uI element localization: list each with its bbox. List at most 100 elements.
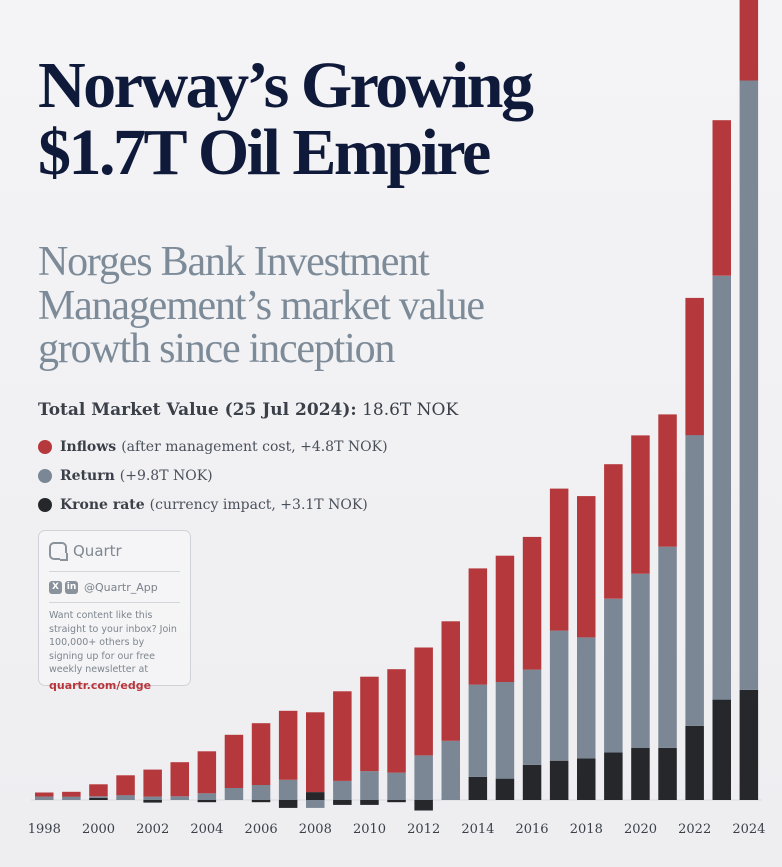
bar-return-2021	[658, 546, 677, 748]
bar-inflows-2014	[468, 568, 488, 685]
bar-krone-rate-2017	[549, 760, 569, 800]
legend-dot-inflows	[38, 439, 52, 454]
bar-return-2010	[360, 771, 379, 800]
subtitle-line-3: growth since inception	[38, 326, 395, 373]
bar-krone-rate-2014	[468, 776, 488, 800]
bar-krone-rate-2023	[712, 699, 731, 800]
x-tick-label: 2024	[732, 822, 765, 837]
x-tick-label: 2014	[461, 822, 494, 837]
x-tick-label: 1998	[28, 822, 61, 837]
page-title: Norway’s Growing $1.7T Oil Empire	[38, 52, 598, 187]
legend-detail: (+9.8T NOK)	[119, 467, 213, 484]
bar-return-2020	[631, 573, 650, 748]
bar-return-2023	[712, 275, 731, 700]
bar-krone-rate-2010	[360, 800, 379, 805]
bar-krone-rate-2015	[495, 778, 515, 800]
bar-inflows-2019	[604, 464, 623, 599]
brand-name: Quartr	[73, 542, 122, 560]
x-tick-label: 2000	[82, 822, 115, 837]
title-line-2: $1.7T Oil Empire	[38, 116, 491, 190]
bar-inflows-2012	[414, 647, 433, 756]
newsletter-promo-text: Want content like this straight to your …	[49, 610, 177, 675]
bar-inflows-2007	[278, 710, 298, 780]
bar-krone-rate-2000	[89, 797, 108, 800]
bar-return-2006	[251, 785, 271, 800]
legend-detail: (currency impact, +3.1T NOK)	[149, 496, 368, 513]
bar-inflows-2016	[522, 536, 542, 670]
bar-inflows-2015	[495, 555, 515, 682]
bar-krone-rate-2004	[197, 800, 217, 803]
quartr-logo-icon	[49, 542, 68, 561]
bar-return-2024	[739, 80, 759, 690]
bar-inflows-2010	[360, 676, 379, 772]
x-tick-label: 2004	[190, 822, 223, 837]
bar-return-1999	[62, 796, 81, 800]
bar-inflows-2009	[333, 691, 352, 781]
x-icon[interactable]: X	[49, 580, 62, 594]
bar-inflows-2005	[224, 734, 244, 788]
bar-krone-rate-2020	[631, 747, 650, 800]
x-tick-label: 2010	[353, 822, 386, 837]
bar-return-2011	[387, 772, 406, 800]
bar-return-2000	[89, 796, 108, 798]
x-tick-label: 2012	[407, 822, 440, 837]
title-line-1: Norway’s Growing	[38, 49, 534, 122]
social-handle[interactable]: @Quartr_App	[84, 580, 158, 594]
bar-inflows-2011	[387, 669, 406, 773]
quartr-brand[interactable]: Quartr	[49, 531, 180, 572]
bar-return-2009	[333, 780, 352, 800]
bar-inflows-2018	[577, 496, 596, 638]
subtitle-line-1: Norges Bank Investment	[38, 239, 430, 285]
newsletter-link[interactable]: quartr.com/edge	[49, 678, 152, 692]
bar-return-2004	[197, 793, 217, 800]
linkedin-icon[interactable]: in	[65, 580, 78, 594]
bar-inflows-2013	[441, 621, 460, 741]
bar-krone-rate-2009	[333, 800, 352, 805]
legend-item-inflows: Inflows (after management cost, +4.8T NO…	[38, 432, 388, 461]
bar-krone-rate-2019	[604, 752, 623, 800]
bar-inflows-2003	[170, 762, 189, 797]
bar-krone-rate-2008	[306, 792, 325, 800]
bar-krone-rate-2012	[414, 800, 433, 811]
bar-inflows-2017	[549, 488, 569, 631]
bar-inflows-2020	[631, 435, 650, 574]
quartr-promo-card: Quartr X in @Quartr_App Want content lik…	[38, 530, 191, 692]
bar-return-2016	[522, 669, 542, 765]
x-tick-label: 2002	[136, 822, 169, 837]
bar-return-2005	[224, 788, 244, 800]
legend: Inflows (after management cost, +4.8T NO…	[38, 432, 388, 519]
bar-return-2018	[577, 637, 596, 759]
bar-inflows-2004	[197, 751, 217, 794]
x-tick-label: 2016	[515, 822, 548, 837]
subtitle-line-2: Management’s market value	[38, 282, 485, 329]
bar-krone-rate-2011	[387, 800, 406, 803]
legend-label: Return	[60, 467, 115, 484]
bar-return-2002	[143, 796, 162, 800]
legend-item-krone-rate: Krone rate (currency impact, +3.1T NOK)	[38, 490, 388, 519]
total-label: Total Market Value (25 Jul 2024):	[38, 400, 357, 420]
bar-inflows-2021	[658, 414, 677, 547]
total-market-value: Total Market Value (25 Jul 2024): 18.6T …	[38, 400, 458, 420]
bar-krone-rate-2022	[685, 725, 704, 800]
bar-return-2014	[468, 684, 488, 777]
bar-return-2013	[441, 740, 460, 800]
x-tick-label: 2022	[678, 822, 711, 837]
bar-return-2012	[414, 755, 433, 800]
bar-krone-rate-2006	[251, 800, 271, 803]
legend-dot-krone-rate	[38, 497, 52, 512]
bar-inflows-2006	[251, 723, 271, 785]
bar-inflows-2024	[739, 0, 759, 81]
bar-return-1998	[35, 796, 54, 800]
bar-return-2003	[170, 796, 189, 800]
bar-inflows-2002	[143, 769, 162, 797]
x-tick-label: 2018	[570, 822, 603, 837]
social-row: X in @Quartr_App	[49, 572, 180, 603]
bar-return-2019	[604, 598, 623, 753]
legend-dot-return	[38, 468, 52, 483]
bar-inflows-1998	[35, 792, 54, 797]
bar-krone-rate-2002	[143, 800, 162, 803]
bar-krone-rate-2024	[739, 689, 759, 800]
bar-inflows-2000	[89, 784, 108, 797]
legend-label: Krone rate	[60, 496, 145, 513]
